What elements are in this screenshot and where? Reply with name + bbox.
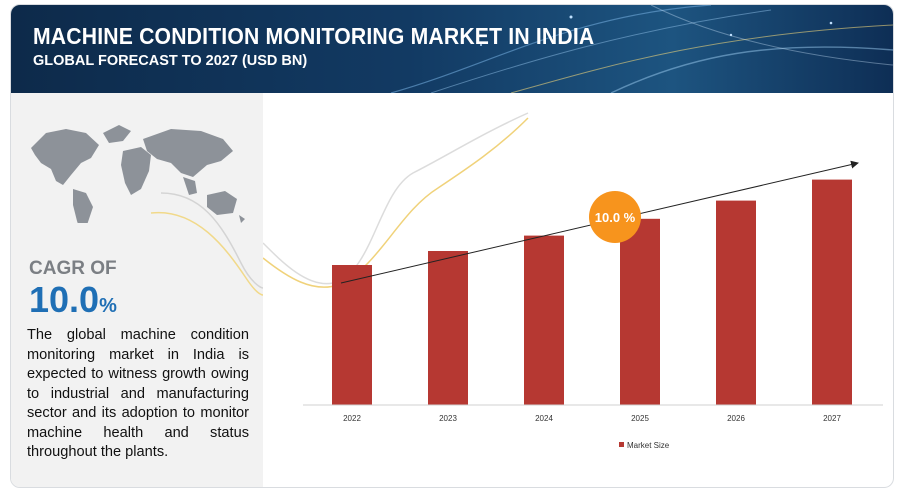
- market-size-bar-chart: 2022 2023 2024 2025 2026 2027 10.0 % Market S…: [263, 112, 883, 450]
- bar-2024: [524, 235, 564, 405]
- x-tick-label-2024: 2024: [535, 414, 553, 423]
- cagr-unit: %: [99, 295, 117, 317]
- legend-label-market-size: Market Size: [627, 441, 670, 450]
- cagr-badge: [589, 191, 641, 243]
- bar-2026: [716, 200, 756, 405]
- market-description: The global machine condition monitoring …: [27, 327, 249, 460]
- light-streaks-decoration: [390, 5, 893, 93]
- bar-2023: [428, 251, 468, 405]
- x-tick-label-2026: 2026: [727, 414, 745, 423]
- header-banner: MACHINE CONDITION MONITORING MARKET IN I…: [11, 5, 893, 93]
- infographic-card: MACHINE CONDITION MONITORING MARKET IN I…: [10, 4, 894, 488]
- world-map-icon: [31, 125, 245, 223]
- x-tick-label-2023: 2023: [439, 414, 457, 423]
- bar-2025: [620, 218, 660, 405]
- x-tick-label-2025: 2025: [631, 414, 649, 423]
- x-tick-label-2027: 2027: [823, 414, 841, 423]
- x-tick-label-2022: 2022: [343, 414, 361, 423]
- cagr-badge-label: 10.0 %: [595, 210, 636, 225]
- summary-panel: CAGR OF 10.0% The global machine conditi…: [11, 93, 263, 487]
- page-title: MACHINE CONDITION MONITORING MARKET IN I…: [33, 23, 595, 49]
- bar-2022: [332, 265, 372, 405]
- decorative-curve-gray: [263, 112, 529, 285]
- bar-2027: [812, 179, 852, 405]
- cagr-label: CAGR OF: [29, 258, 117, 279]
- cagr-number: 10.0: [29, 279, 100, 320]
- decorative-curves: [150, 192, 263, 296]
- cagr-value: 10.0%: [29, 279, 117, 321]
- page-subtitle: GLOBAL FORECAST TO 2027 (USD BN): [33, 53, 308, 69]
- decorative-curve-gold: [263, 117, 529, 288]
- legend-swatch-market-size: [619, 442, 624, 447]
